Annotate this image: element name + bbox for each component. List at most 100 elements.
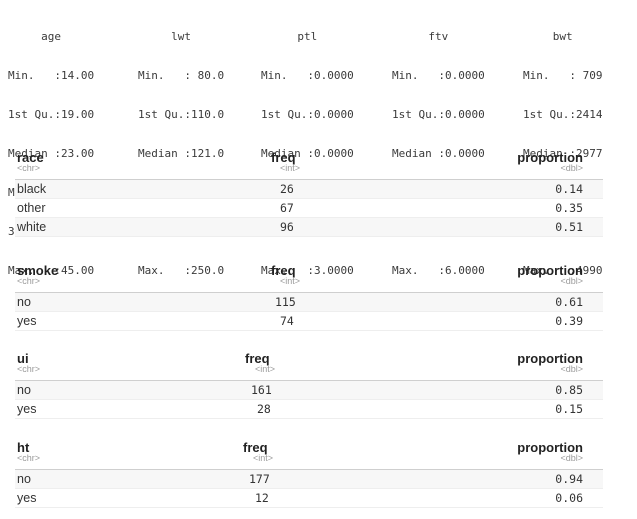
header-divider xyxy=(15,179,603,180)
cell-category: no xyxy=(17,295,31,309)
column-header-freq[interactable]: freq xyxy=(271,150,296,165)
cell-freq: 26 xyxy=(280,182,294,196)
cell-proportion: 0.94 xyxy=(555,472,583,486)
column-header-proportion[interactable]: proportion xyxy=(517,150,583,165)
column-type-label: <dbl> xyxy=(560,276,583,286)
summary-row: Median :0.0000 xyxy=(392,147,485,160)
cell-freq: 67 xyxy=(280,201,294,215)
cell-category: other xyxy=(17,201,46,215)
cell-category: no xyxy=(17,383,31,397)
ht-frequency-table: ht <chr> freq <int> proportion <dbl> no … xyxy=(15,440,603,508)
column-type-label: <int> xyxy=(280,163,301,173)
column-type-label: <chr> xyxy=(17,364,41,374)
column-type-label: <chr> xyxy=(17,276,41,286)
cell-freq: 28 xyxy=(257,402,271,416)
column-type-label: <chr> xyxy=(17,163,41,173)
column-header-variable[interactable]: ht xyxy=(17,440,30,455)
summary-column-header: bwt xyxy=(552,30,573,43)
cell-freq: 161 xyxy=(251,383,272,397)
cell-proportion: 0.35 xyxy=(555,201,583,215)
cell-freq: 12 xyxy=(255,491,269,505)
race-frequency-table: race <chr> freq <int> proportion <dbl> b… xyxy=(15,150,603,237)
column-header-freq[interactable]: freq xyxy=(271,263,296,278)
column-header-variable[interactable]: race xyxy=(17,150,44,165)
table-body: no 177 0.94 yes 12 0.06 xyxy=(15,470,603,508)
header-divider xyxy=(15,380,603,381)
summary-row: Median :23.00 xyxy=(8,147,95,160)
table-body: no 115 0.61 yes 74 0.39 xyxy=(15,293,603,331)
cell-freq: 74 xyxy=(280,314,294,328)
table-row: black 26 0.14 xyxy=(15,180,603,199)
column-header-freq[interactable]: freq xyxy=(243,440,268,455)
summary-row: Min. : 709 xyxy=(523,69,603,82)
cell-proportion: 0.51 xyxy=(555,220,583,234)
table-body: no 161 0.85 yes 28 0.15 xyxy=(15,381,603,419)
table-row: no 177 0.94 xyxy=(15,470,603,489)
cell-freq: 177 xyxy=(249,472,270,486)
cell-proportion: 0.14 xyxy=(555,182,583,196)
summary-row: 1st Qu.:19.00 xyxy=(8,108,95,121)
table-row: yes 28 0.15 xyxy=(15,400,603,419)
summary-column-header: ftv xyxy=(428,30,449,43)
header-divider xyxy=(15,469,603,470)
summary-row: Min. :0.0000 xyxy=(261,69,354,82)
summary-row: 1st Qu.:0.0000 xyxy=(261,108,354,121)
table-header: ui <chr> freq <int> proportion <dbl> xyxy=(15,351,603,381)
cell-proportion: 0.39 xyxy=(555,314,583,328)
cell-freq: 96 xyxy=(280,220,294,234)
summary-column-header: lwt xyxy=(171,30,191,43)
column-type-label: <dbl> xyxy=(560,364,583,374)
column-type-label: <dbl> xyxy=(560,163,583,173)
summary-row: Max. :45.00 xyxy=(8,264,95,277)
summary-row: Median :0.0000 xyxy=(261,147,354,160)
summary-row: Max. :3.0000 xyxy=(261,264,354,277)
column-type-label: <int> xyxy=(255,364,276,374)
column-header-variable[interactable]: ui xyxy=(17,351,29,366)
table-body: black 26 0.14 other 67 0.35 white 96 0.5… xyxy=(15,180,603,237)
column-type-label: <int> xyxy=(280,276,301,286)
summary-row: Median :2977 xyxy=(523,147,603,160)
column-header-variable[interactable]: smoke xyxy=(17,263,59,278)
column-header-freq[interactable]: freq xyxy=(245,351,270,366)
table-row: yes 12 0.06 xyxy=(15,489,603,508)
cell-category: no xyxy=(17,472,31,486)
cell-category: black xyxy=(17,182,47,196)
table-row: yes 74 0.39 xyxy=(15,312,603,331)
table-row: no 161 0.85 xyxy=(15,381,603,400)
table-header: smoke <chr> freq <int> proportion <dbl> xyxy=(15,263,603,293)
table-row: no 115 0.61 xyxy=(15,293,603,312)
column-header-proportion[interactable]: proportion xyxy=(517,263,583,278)
cell-category: yes xyxy=(17,402,37,416)
summary-row: Max. :250.0 xyxy=(138,264,225,277)
cell-category: yes xyxy=(17,314,37,328)
summary-column-header: age xyxy=(41,30,61,43)
cell-proportion: 0.61 xyxy=(555,295,583,309)
summary-row: Median :121.0 xyxy=(138,147,225,160)
cell-proportion: 0.15 xyxy=(555,402,583,416)
column-type-label: <dbl> xyxy=(560,453,583,463)
summary-row: Min. :14.00 xyxy=(8,69,95,82)
table-header: ht <chr> freq <int> proportion <dbl> xyxy=(15,440,603,470)
table-header: race <chr> freq <int> proportion <dbl> xyxy=(15,150,603,180)
cell-proportion: 0.06 xyxy=(555,491,583,505)
column-header-proportion[interactable]: proportion xyxy=(517,440,583,455)
summary-row: 1st Qu.:2414 xyxy=(523,108,603,121)
column-type-label: <int> xyxy=(253,453,274,463)
column-header-proportion[interactable]: proportion xyxy=(517,351,583,366)
cell-freq: 115 xyxy=(275,295,296,309)
summary-row: Min. : 80.0 xyxy=(138,69,225,82)
header-divider xyxy=(15,292,603,293)
column-type-label: <chr> xyxy=(17,453,41,463)
ui-frequency-table: ui <chr> freq <int> proportion <dbl> no … xyxy=(15,351,603,419)
cell-category: white xyxy=(17,220,47,234)
summary-column-header: ptl xyxy=(297,30,318,43)
cell-proportion: 0.85 xyxy=(555,383,583,397)
smoke-frequency-table: smoke <chr> freq <int> proportion <dbl> … xyxy=(15,263,603,331)
table-row: white 96 0.51 xyxy=(15,218,603,237)
summary-row: Max. :4990 xyxy=(523,264,603,277)
summary-row: Min. :0.0000 xyxy=(392,69,485,82)
table-row: other 67 0.35 xyxy=(15,199,603,218)
cell-category: yes xyxy=(17,491,37,505)
summary-row: 1st Qu.:0.0000 xyxy=(392,108,485,121)
summary-row: 1st Qu.:110.0 xyxy=(138,108,225,121)
